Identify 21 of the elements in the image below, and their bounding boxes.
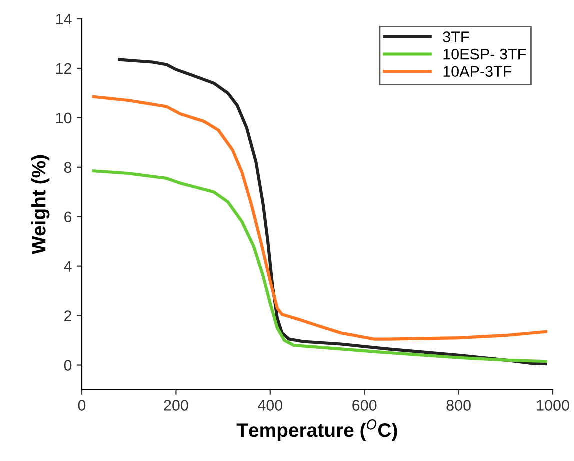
x-tick-label: 400 — [258, 400, 283, 411]
y-tick-label: 4 — [64, 261, 72, 272]
y-tick-label: 0 — [64, 360, 72, 371]
legend-label: 3TF — [443, 32, 470, 42]
line-series — [92, 170, 548, 364]
x-axis-title: Temperature ($^{O}$C) — [236, 420, 398, 442]
y-tick-label: 10 — [56, 112, 72, 124]
y-tick-label: 6 — [64, 212, 72, 223]
y-tick-label: 14 — [56, 14, 72, 25]
x-tick-label: 800 — [446, 400, 471, 411]
x-tick-label: 200 — [164, 400, 188, 411]
y-tick-label: 2 — [64, 310, 72, 322]
y-tick-label: 12 — [56, 63, 72, 74]
y-tick-label: 8 — [64, 162, 72, 174]
legend-label: 10AP-3TF — [444, 66, 512, 78]
y-axis-title: Weight (%) — [32, 155, 50, 255]
x-tick-label: 600 — [352, 400, 377, 411]
x-tick-label: 0 — [78, 400, 86, 411]
line-series — [92, 95, 548, 341]
legend-label: 10ESP- 3TF — [444, 48, 526, 60]
x-tick-label: 1000 — [537, 400, 570, 411]
